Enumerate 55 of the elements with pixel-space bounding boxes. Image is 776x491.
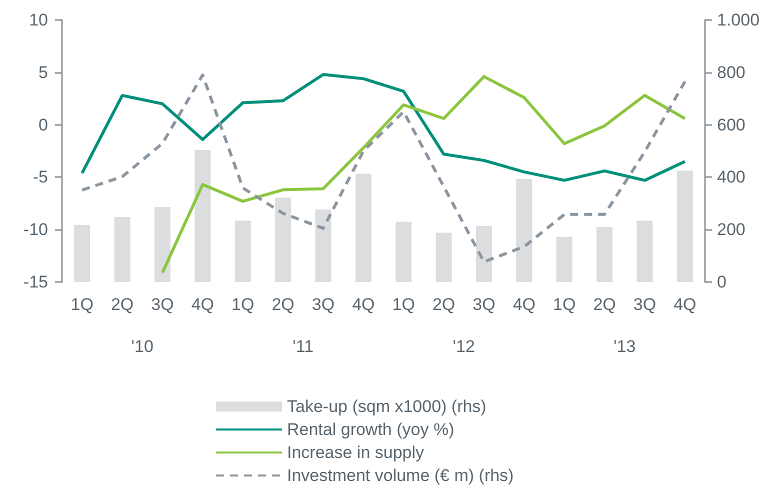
bar	[476, 226, 492, 282]
bar	[114, 217, 130, 282]
text: '11	[292, 337, 314, 356]
bar	[74, 224, 90, 282]
bar	[436, 232, 452, 282]
bar	[396, 222, 412, 282]
x-tick-label: 2Q	[272, 295, 294, 314]
x-tick-label: 1Q	[70, 295, 94, 314]
x-tick-label: 1Q	[232, 295, 254, 314]
x-tick-label: 4Q	[674, 295, 696, 314]
y2-tick-label: 800	[717, 62, 746, 82]
y2-tick-label: 600	[717, 115, 746, 134]
bar	[275, 198, 292, 282]
y2-tick-label: 200	[717, 220, 746, 240]
line-series	[80, 74, 686, 264]
x-tick-label: 4Q	[191, 295, 214, 314]
x-tick-label: 4Q	[352, 295, 375, 314]
legend-label: Take-up (sqm x1000) (rhs)	[287, 397, 486, 416]
y-tick-label: 10	[29, 10, 48, 30]
x-tick-label: 2Q	[593, 295, 616, 314]
bar	[154, 207, 170, 282]
bar	[596, 226, 613, 282]
line-series	[160, 75, 686, 274]
y2-tick-label: 400	[717, 168, 746, 187]
y2-tick-label: 1.000	[717, 10, 760, 30]
x-tick-label: 2Q	[110, 295, 134, 314]
legend-label: Investment volume (€ m) (rhs)	[287, 466, 514, 485]
bar	[516, 179, 532, 282]
y2-tick-label: 0	[717, 272, 726, 292]
x-tick-label: 3Q	[472, 295, 496, 314]
y-tick-label: -10	[23, 220, 48, 240]
text: '13	[614, 337, 636, 356]
bar	[315, 209, 332, 282]
y-tick-label: -5	[32, 168, 48, 187]
bar	[355, 174, 372, 282]
x-tick-label: 2Q	[432, 295, 456, 314]
line-series	[80, 72, 686, 182]
text: '10	[131, 337, 154, 356]
x-tick-label: 1Q	[553, 295, 576, 314]
y-tick-label: 0	[38, 115, 48, 134]
bar	[234, 220, 251, 282]
y-tick-label: 5	[38, 62, 48, 82]
x-tick-label: 3Q	[151, 295, 174, 314]
legend-label: Increase in supply	[287, 443, 425, 462]
y-tick-label: -15	[23, 272, 48, 292]
bar	[194, 150, 211, 282]
x-tick-label: 1Q	[392, 295, 415, 314]
x-tick-label: 3Q	[312, 295, 335, 314]
text: '12	[452, 337, 475, 356]
x-tick-label: 3Q	[633, 295, 656, 314]
bar	[676, 170, 693, 282]
legend-label: Rental growth (yoy %)	[287, 420, 454, 439]
x-tick-label: 4Q	[512, 295, 536, 314]
bar	[556, 236, 572, 282]
bar	[636, 220, 653, 282]
